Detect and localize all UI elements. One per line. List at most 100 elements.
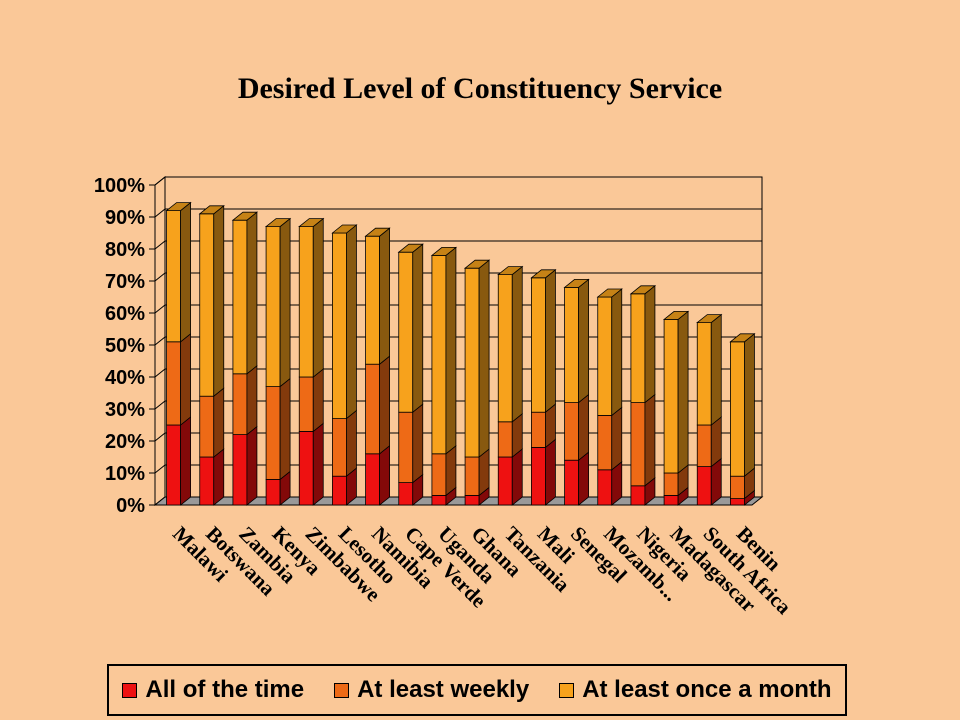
bar-ghana-at-least-once-a-month-side xyxy=(478,259,490,458)
bar-nigeria-all-of-the-time xyxy=(630,485,646,506)
bar-mali-at-least-once-a-month xyxy=(531,277,546,413)
gridline xyxy=(154,464,762,474)
bar-zambia-at-least-weekly xyxy=(232,373,248,435)
gridline xyxy=(154,208,762,218)
bar-south-africa-at-least-weekly xyxy=(696,424,712,467)
bar-tanzania-at-least-once-a-month-top xyxy=(497,266,524,276)
chart-plot: 0%10%20%30%40%50%60%70%80%90%100%MalawiB… xyxy=(94,175,797,619)
bar-lesotho-at-least-once-a-month-side xyxy=(346,224,357,420)
legend-label-all-of-the-time: All of the time xyxy=(145,676,305,703)
bar-zimbabwe-at-least-once-a-month xyxy=(298,226,314,378)
bar-cape-verde-at-least-weekly xyxy=(398,411,414,484)
bar-zimbabwe-all-of-the-time xyxy=(298,430,314,506)
bar-zimbabwe-at-least-weekly xyxy=(298,376,314,432)
bar-mali-at-least-weekly xyxy=(531,411,546,448)
bar-malawi-at-least-once-a-month-side xyxy=(180,201,191,343)
bar-cape-verde-at-least-weekly-side xyxy=(412,403,424,484)
bar-mali-all-of-the-time-side xyxy=(545,438,556,506)
y-tick-label: 0% xyxy=(116,495,145,517)
bar-madagascar-at-least-once-a-month-side xyxy=(677,310,689,474)
bar-ghana-at-least-once-a-month-top xyxy=(463,259,491,269)
bar-madagascar-at-least-once-a-month xyxy=(663,318,679,474)
bar-botswana-at-least-once-a-month xyxy=(199,213,215,397)
bar-botswana-all-of-the-time-side xyxy=(213,448,225,506)
bar-botswana-at-least-weekly-side xyxy=(213,387,225,458)
bar-namibia-at-least-weekly-side xyxy=(379,355,390,455)
bar-botswana-at-least-once-a-month-side xyxy=(213,204,225,398)
y-tick-label: 60% xyxy=(105,303,145,325)
bar-namibia-at-least-once-a-month-top xyxy=(364,227,391,237)
bar-south-africa-at-least-weekly-side xyxy=(710,416,722,468)
gridline xyxy=(154,432,762,442)
y-tick-label: 20% xyxy=(105,431,145,453)
bar-cape-verde-all-of-the-time xyxy=(398,482,414,506)
bar-namibia-at-least-weekly xyxy=(365,363,380,455)
bar-mozamb-at-least-weekly xyxy=(597,414,613,471)
bar-zambia-at-least-once-a-month-side xyxy=(246,211,258,375)
bar-madagascar-at-least-once-a-month-top xyxy=(662,310,690,320)
bar-zambia-at-least-once-a-month xyxy=(232,219,248,375)
bar-senegal-at-least-weekly xyxy=(564,402,579,461)
bar-kenya-at-least-once-a-month xyxy=(265,226,281,388)
y-tick-label: 100% xyxy=(94,175,145,197)
bar-zimbabwe-at-least-once-a-month-top xyxy=(298,218,325,228)
y-tick-label: 50% xyxy=(105,335,145,357)
gridline xyxy=(154,368,762,378)
y-tick-label: 40% xyxy=(105,367,145,389)
legend-item-at-least-once-a-month: At least once a month xyxy=(559,676,832,704)
bar-mali-at-least-once-a-month-top xyxy=(530,269,557,279)
bar-zimbabwe-at-least-weekly-side xyxy=(312,368,324,433)
bar-mali-all-of-the-time xyxy=(531,446,546,506)
bar-botswana-all-of-the-time xyxy=(199,456,215,506)
bar-kenya-at-least-weekly xyxy=(265,386,281,480)
bar-lesotho-at-least-once-a-month xyxy=(332,232,347,420)
bar-uganda-at-least-once-a-month-top xyxy=(430,246,458,256)
bar-zambia-at-least-once-a-month-top xyxy=(231,211,259,221)
bar-kenya-at-least-once-a-month-top xyxy=(264,218,292,228)
bar-uganda-all-of-the-time xyxy=(431,494,447,506)
legend-label-at-least-weekly: At least weekly xyxy=(357,676,530,703)
bar-lesotho-all-of-the-time xyxy=(332,475,347,506)
bar-zimbabwe-at-least-once-a-month-side xyxy=(312,217,324,378)
bar-lesotho-at-least-weekly xyxy=(332,418,347,477)
legend-swatch-all-of-the-time xyxy=(122,682,138,698)
bar-south-africa-at-least-once-a-month-side xyxy=(710,313,722,426)
bar-botswana-at-least-weekly xyxy=(199,395,215,458)
bar-mozamb-at-least-once-a-month xyxy=(597,296,613,416)
bar-benin-at-least-once-a-month xyxy=(730,341,745,477)
bar-namibia-all-of-the-time xyxy=(365,453,380,506)
bar-malawi-all-of-the-time xyxy=(166,424,181,506)
bar-tanzania-at-least-once-a-month-side xyxy=(511,265,523,423)
bar-malawi-at-least-once-a-month xyxy=(166,210,181,343)
bar-mozamb-at-least-once-a-month-side xyxy=(611,288,623,417)
bar-malawi-at-least-weekly xyxy=(166,341,181,426)
bar-uganda-at-least-weekly xyxy=(431,453,447,496)
bar-tanzania-at-least-weekly xyxy=(497,421,513,458)
bar-malawi-at-least-once-a-month-top xyxy=(165,202,192,212)
bar-namibia-at-least-once-a-month-side xyxy=(379,227,390,366)
chart-legend: All of the time At least weekly At least… xyxy=(107,664,847,716)
y-tick-label: 80% xyxy=(105,239,145,261)
bar-zambia-all-of-the-time-side xyxy=(246,425,258,506)
y-tick-label: 90% xyxy=(105,207,145,229)
chart-title: Desired Level of Constituency Service xyxy=(237,72,723,105)
bar-uganda-at-least-once-a-month xyxy=(431,254,447,455)
gridline xyxy=(154,272,762,282)
bar-cape-verde-at-least-once-a-month xyxy=(398,251,414,413)
bar-ghana-all-of-the-time xyxy=(464,494,480,506)
gridline xyxy=(154,400,762,410)
gridline xyxy=(154,176,762,186)
bar-lesotho-at-least-weekly-side xyxy=(346,409,357,478)
bar-nigeria-at-least-once-a-month xyxy=(630,293,646,403)
gridline xyxy=(154,336,762,346)
bar-kenya-at-least-weekly-side xyxy=(279,377,291,481)
bar-benin-all-of-the-time xyxy=(730,498,745,506)
bar-botswana-at-least-once-a-month-top xyxy=(198,205,225,215)
bar-benin-at-least-once-a-month-side xyxy=(744,332,755,478)
bar-zimbabwe-all-of-the-time-side xyxy=(312,422,324,506)
legend-item-all-of-the-time: All of the time xyxy=(122,676,304,704)
bar-nigeria-at-least-once-a-month-top xyxy=(629,285,657,295)
bar-zambia-all-of-the-time xyxy=(232,434,248,506)
bar-nigeria-at-least-weekly-side xyxy=(644,393,656,487)
bar-mozamb-all-of-the-time xyxy=(597,469,613,506)
